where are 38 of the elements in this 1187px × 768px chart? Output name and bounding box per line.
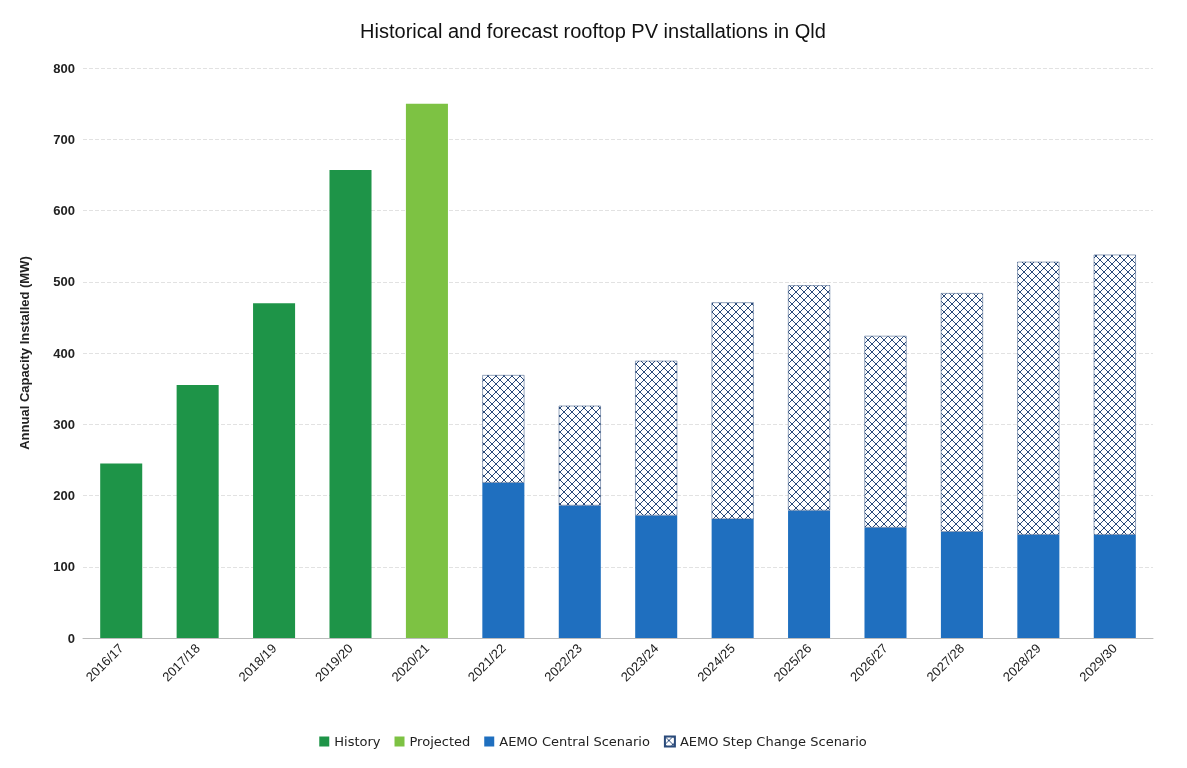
bar bbox=[788, 510, 831, 638]
bar bbox=[1017, 534, 1060, 638]
y-tick-label: 200 bbox=[53, 488, 75, 503]
bar bbox=[788, 285, 831, 511]
bar bbox=[558, 405, 601, 506]
y-tick-label: 400 bbox=[53, 345, 75, 361]
legend-label: Projected bbox=[409, 734, 471, 749]
bar bbox=[329, 169, 372, 638]
bar bbox=[940, 293, 983, 532]
chart-title: Historical and forecast rooftop PV installations in Qld bbox=[360, 20, 826, 42]
legend-label: AEMO Central Scenario bbox=[499, 734, 650, 749]
legend-label: AEMO Step Change Scenario bbox=[679, 734, 867, 749]
bar bbox=[940, 531, 983, 638]
bar bbox=[176, 385, 219, 638]
bar bbox=[635, 515, 678, 638]
bar bbox=[482, 375, 525, 483]
bar bbox=[405, 103, 448, 638]
y-tick-label: 300 bbox=[53, 416, 75, 432]
bar bbox=[100, 463, 143, 638]
bar bbox=[1093, 254, 1136, 535]
bar bbox=[253, 303, 296, 638]
y-tick-label: 100 bbox=[53, 559, 75, 575]
y-tick-label: 500 bbox=[53, 274, 75, 290]
y-tick-label: 700 bbox=[53, 131, 75, 147]
bar bbox=[558, 505, 601, 638]
bar bbox=[1093, 534, 1136, 638]
bar bbox=[711, 302, 754, 520]
bar bbox=[864, 335, 907, 528]
y-axis-title: Annual Capacity Installed (MW) bbox=[17, 256, 32, 450]
bar bbox=[482, 482, 525, 638]
legend-label: History bbox=[334, 734, 381, 749]
y-tick-label: 0 bbox=[67, 630, 75, 646]
y-tick-label: 600 bbox=[53, 203, 75, 218]
bar bbox=[1017, 261, 1060, 535]
bar bbox=[635, 360, 678, 516]
y-tick-label: 800 bbox=[53, 60, 75, 76]
bar bbox=[864, 527, 907, 638]
bar bbox=[711, 519, 754, 638]
